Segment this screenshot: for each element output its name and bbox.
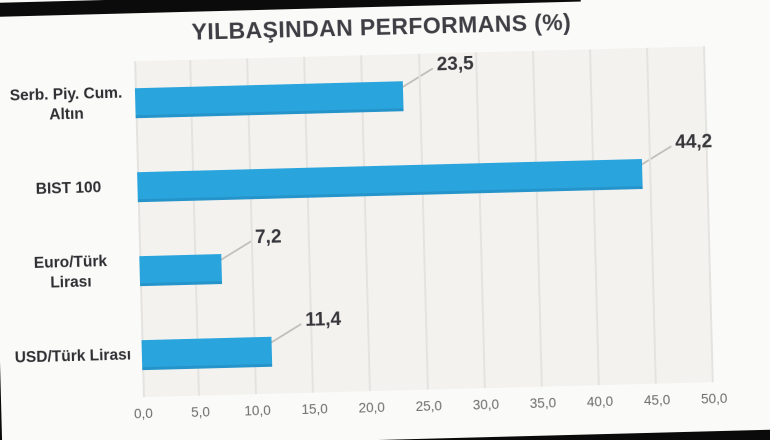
category-label: BIST 100 [35, 179, 102, 198]
leader-line [220, 240, 252, 261]
value-label: 23,5 [436, 53, 474, 76]
category-label: USD/Türk Lirası [14, 346, 132, 367]
plot-area: 23,5 44,2 7,2 11,4 [134, 46, 714, 398]
x-axis-ticks: 0,0 5,0 10,0 15,0 20,0 25,0 30,0 35,0 40,0 45,0 50… [134, 391, 728, 426]
tick-label: 40,0 [586, 393, 614, 410]
tick-label: 20,0 [358, 399, 386, 416]
category-axis: Serb. Piy. Cum. Altın BIST 100 Euro/Türk L… [0, 61, 143, 401]
leader-line [270, 323, 302, 344]
tick-label: 25,0 [415, 398, 443, 415]
bar [139, 254, 223, 287]
category-label: Serb. Piy. Cum. Altın [9, 84, 123, 124]
value-label: 11,4 [304, 308, 342, 331]
tick-label: 45,0 [643, 392, 671, 409]
tick-label: 10,0 [244, 402, 271, 419]
value-label: 44,2 [674, 131, 713, 154]
leader-line [640, 145, 672, 166]
tick-label: 5,0 [190, 404, 211, 420]
tick-label: 0,0 [133, 405, 153, 422]
tick-label: 35,0 [529, 395, 557, 412]
category-label: Euro/Türk Lirası [33, 252, 108, 292]
tick-label: 30,0 [472, 396, 500, 413]
tick-label: 50,0 [700, 390, 728, 407]
tick-label: 15,0 [301, 401, 328, 417]
leader-line [401, 67, 434, 88]
leader-lines-layer [220, 67, 672, 344]
bar [141, 336, 273, 371]
value-label: 7,2 [254, 226, 282, 249]
